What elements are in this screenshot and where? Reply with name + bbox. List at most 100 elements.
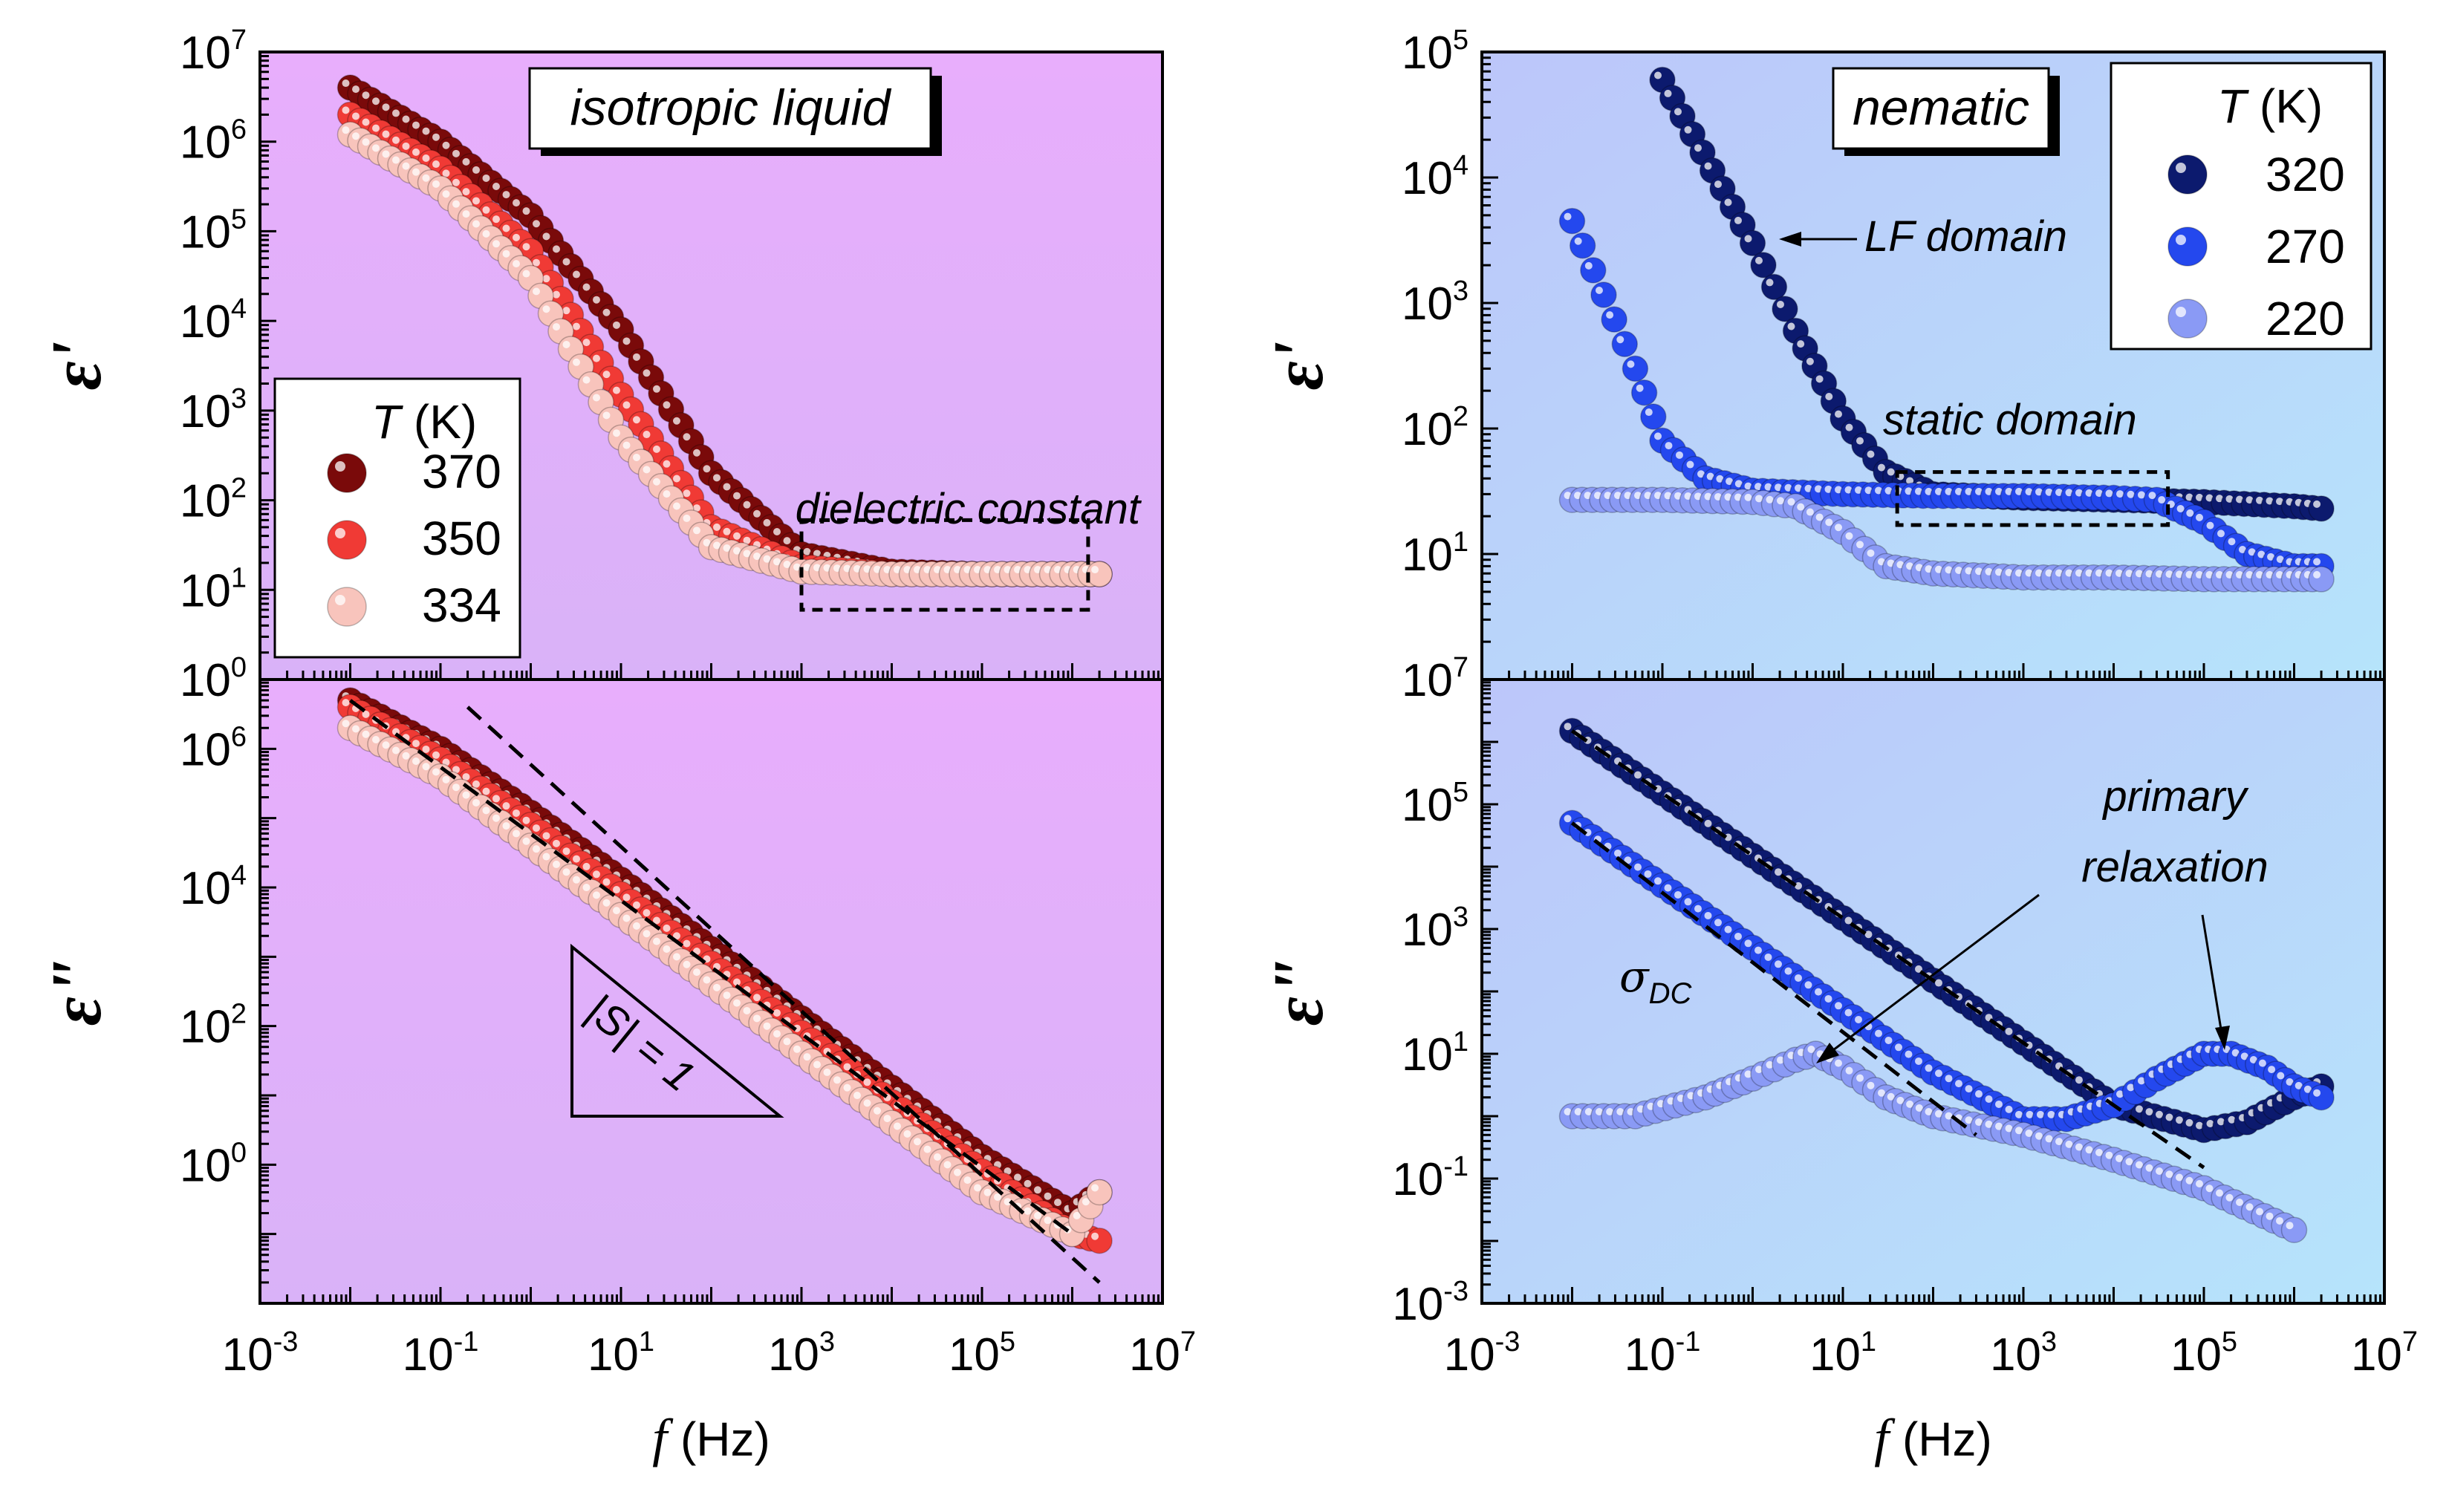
x-tick-label: 103 — [1990, 1326, 2057, 1381]
point-highlight — [1734, 480, 1743, 488]
legend-title: T (K) — [2217, 79, 2323, 133]
legend-left: T (K)370 350 334 — [273, 377, 521, 659]
point-highlight — [1884, 486, 1893, 495]
point-highlight — [442, 141, 450, 149]
marker-highlight — [335, 595, 345, 605]
point-highlight — [533, 287, 540, 296]
point-highlight — [462, 791, 470, 799]
point-highlight — [2196, 1121, 2203, 1130]
point-highlight — [352, 85, 360, 94]
legend-title: T (K) — [371, 395, 477, 449]
point-highlight — [392, 156, 400, 164]
point-highlight — [2075, 1143, 2083, 1151]
point-highlight — [994, 566, 1001, 574]
point-highlight — [1787, 498, 1795, 506]
point-highlight — [1744, 482, 1752, 490]
point-highlight — [2085, 489, 2093, 497]
point-highlight — [392, 746, 400, 755]
point-highlight — [1604, 492, 1612, 500]
point-highlight — [783, 560, 791, 568]
y-tick-label: 100 — [180, 1137, 247, 1191]
point-highlight — [1754, 946, 1762, 954]
point-highlight — [2085, 569, 2093, 577]
point-highlight — [803, 564, 811, 572]
point-highlight — [1624, 856, 1632, 864]
point-highlight — [1634, 863, 1642, 871]
point-highlight — [1704, 911, 1712, 919]
point-highlight — [2225, 495, 2234, 503]
point-highlight — [462, 210, 470, 218]
y-axis-label: ε' — [36, 341, 116, 390]
point-highlight — [743, 501, 751, 509]
x-tick-label: 10-1 — [1624, 1326, 1701, 1381]
point-highlight — [833, 1076, 841, 1084]
y-tick-label: 105 — [1402, 777, 1469, 831]
point-highlight — [492, 814, 500, 822]
point-highlight — [1584, 492, 1592, 500]
point-highlight — [1975, 1118, 1983, 1127]
label-box — [528, 67, 932, 150]
point-highlight — [1835, 410, 1842, 418]
data-point — [1760, 273, 1788, 301]
point-highlight — [422, 745, 430, 753]
point-highlight — [573, 876, 580, 884]
point-highlight — [2158, 496, 2166, 504]
point-highlight — [582, 283, 591, 291]
point-highlight — [733, 492, 741, 500]
point-highlight — [1915, 1104, 1923, 1112]
point-highlight — [2148, 492, 2156, 500]
point-highlight — [1054, 566, 1061, 574]
point-highlight — [1654, 432, 1662, 440]
point-highlight — [643, 909, 651, 917]
point-highlight — [974, 566, 981, 574]
point-highlight — [533, 824, 540, 832]
point-highlight — [1766, 1060, 1774, 1069]
point-highlight — [1825, 518, 1833, 527]
point-highlight — [1815, 513, 1824, 521]
point-highlight — [442, 169, 450, 177]
point-highlight — [513, 233, 520, 241]
point-highlight — [372, 97, 380, 105]
annotation-text: dielectric constant — [796, 485, 1142, 533]
point-highlight — [1654, 492, 1662, 500]
point-highlight — [1766, 278, 1774, 287]
point-highlight — [513, 260, 520, 268]
point-highlight — [1896, 561, 1905, 569]
point-highlight — [653, 385, 660, 393]
point-highlight — [1634, 492, 1642, 500]
data-point — [2308, 566, 2335, 593]
y-tick-label: 10-3 — [1392, 1276, 1469, 1330]
annotation-dielectric-constant: dielectric constant — [796, 485, 1142, 612]
data-point — [1569, 232, 1596, 259]
point-highlight — [502, 250, 510, 258]
point-highlight — [452, 149, 460, 157]
point-highlight — [1776, 300, 1784, 308]
point-highlight — [1744, 939, 1752, 948]
point-highlight — [1945, 1112, 1953, 1120]
annotation-domains: LF domain static domain — [1779, 212, 2170, 527]
point-highlight — [923, 566, 931, 574]
point-highlight — [372, 735, 380, 743]
point-highlight — [522, 270, 530, 278]
point-highlight — [1606, 311, 1614, 319]
point-highlight — [2035, 488, 2043, 496]
point-highlight — [1664, 492, 1672, 500]
point-highlight — [2025, 569, 2033, 577]
point-highlight — [2225, 570, 2234, 579]
series-334 — [336, 121, 1113, 587]
point-highlight — [1806, 357, 1814, 365]
point-highlight — [874, 565, 881, 573]
point-highlight — [2176, 1116, 2183, 1124]
point-highlight — [1754, 495, 1763, 503]
point-highlight — [1856, 541, 1864, 549]
point-highlight — [963, 566, 972, 574]
point-highlight — [1845, 1066, 1853, 1075]
point-highlight — [1784, 967, 1792, 975]
point-highlight — [1896, 1096, 1905, 1104]
point-highlight — [723, 483, 731, 491]
plot-frame — [1480, 678, 2386, 1305]
point-highlight — [1867, 1081, 1875, 1089]
dashed-fit-line — [1571, 729, 2205, 1170]
point-highlight — [2005, 569, 2013, 577]
